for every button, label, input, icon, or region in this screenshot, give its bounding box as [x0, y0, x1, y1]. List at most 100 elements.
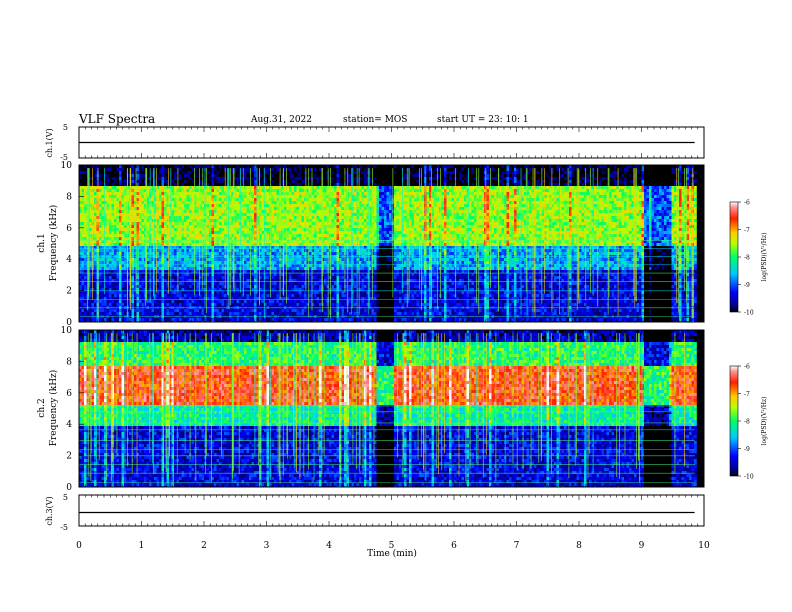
spectrogram-cell	[121, 228, 125, 232]
spectrogram-cell	[194, 291, 197, 295]
spectrogram-cell	[126, 243, 130, 247]
spectrogram-cell	[254, 201, 257, 205]
spectrogram-cell	[131, 204, 135, 208]
spectrogram-cell	[176, 297, 180, 301]
spectrogram-cell	[246, 210, 250, 214]
spectrogram-cell	[274, 276, 277, 280]
spectrogram-cell	[216, 291, 220, 295]
spectrogram-cell	[251, 207, 255, 211]
spectrogram-cell	[94, 201, 97, 205]
spectrogram-cell	[159, 171, 162, 175]
spectrogram-cell	[191, 204, 195, 208]
spectrogram-cell	[271, 243, 275, 247]
spectrogram-cell	[114, 183, 117, 187]
spectrogram-cell	[299, 303, 302, 307]
spectrogram-cell	[266, 267, 270, 271]
spectrogram-cell	[139, 183, 142, 187]
spectrogram-cell	[224, 294, 227, 298]
spectrogram-cell	[299, 222, 302, 226]
spectrogram-cell	[146, 279, 150, 283]
spectrogram-cell	[114, 171, 117, 175]
spectrogram-cell	[246, 288, 250, 292]
spectrogram-cell	[146, 186, 150, 190]
spectrogram-cell	[106, 297, 110, 301]
spectrogram-cell	[219, 318, 222, 322]
spectrogram-cell	[134, 243, 137, 247]
spectrogram-cell	[244, 282, 247, 286]
spectrogram-cell	[274, 201, 277, 205]
spectrogram-cell	[106, 207, 110, 211]
spectrogram-cell	[79, 189, 82, 193]
spectrogram-cell	[114, 291, 117, 295]
spectrogram-cell	[109, 276, 112, 280]
spectrogram-cell	[241, 303, 245, 307]
spectrogram-cell	[136, 252, 140, 256]
spectrogram-cell	[289, 318, 292, 322]
spectrogram-cell	[199, 309, 202, 313]
spectrogram-cell	[294, 318, 297, 322]
spectrogram-cell	[304, 189, 307, 193]
spectrogram-cell	[214, 288, 217, 292]
spectrogram-cell	[296, 261, 300, 265]
spectrogram-cell	[286, 246, 290, 250]
spectrogram-cell	[126, 249, 130, 253]
spectrogram-cell	[104, 285, 107, 289]
spectrogram-cell	[219, 201, 222, 205]
spectrogram-cell	[276, 264, 280, 268]
spectrogram-cell	[251, 291, 255, 295]
spectrogram-cell	[259, 243, 262, 247]
spectrogram-cell	[251, 276, 255, 280]
spectrogram-cell	[156, 294, 160, 298]
spectrogram-cell	[151, 234, 155, 238]
spectrogram-cell	[109, 288, 112, 292]
spectrogram-cell	[251, 246, 255, 250]
spectrogram-cell	[156, 186, 160, 190]
spectrogram-cell	[114, 309, 117, 313]
spectrogram-cell	[179, 177, 182, 181]
spectrogram-cell	[114, 240, 117, 244]
spectrogram-cell	[111, 303, 115, 307]
spectrogram-cell	[236, 273, 240, 277]
spectrogram-cell	[289, 186, 292, 190]
spectrogram-cell	[294, 198, 297, 202]
spectrogram-cell	[196, 273, 200, 277]
spectrogram-cell	[199, 183, 202, 187]
spectrogram-cell	[286, 288, 290, 292]
spectrogram-cell	[296, 243, 300, 247]
spectrogram-cell	[104, 261, 107, 265]
spectrogram-cell	[116, 192, 120, 196]
spectrogram-cell	[181, 288, 185, 292]
spectrogram-cell	[156, 309, 160, 313]
spectrogram-cell	[256, 213, 260, 217]
spectrogram-cell	[109, 195, 112, 199]
spectrogram-cell	[151, 297, 155, 301]
spectrogram-cell	[94, 231, 97, 235]
spectrogram-cell	[289, 168, 292, 172]
spectrogram-cell	[234, 237, 237, 241]
spectrogram-cell	[284, 195, 287, 199]
spectrogram-cell	[301, 291, 305, 295]
spectrogram-cell	[264, 168, 267, 172]
spectrogram-cell	[179, 213, 182, 217]
spectrogram-cell	[256, 288, 260, 292]
spectrogram-cell	[101, 270, 105, 274]
spectrogram-cell	[184, 207, 187, 211]
spectrogram-cell	[216, 171, 220, 175]
spectrogram-cell	[289, 201, 292, 205]
spectrogram-cell	[126, 282, 130, 286]
spectrogram-cell	[294, 285, 297, 289]
spectrogram-cell	[106, 300, 110, 304]
spectrogram-cell	[291, 189, 295, 193]
spectrogram-cell	[116, 213, 120, 217]
spectrogram-cell	[259, 192, 262, 196]
spectrogram-cell	[84, 198, 87, 202]
spectrogram-cell	[209, 252, 212, 256]
spectrogram-cell	[156, 195, 160, 199]
spectrogram-cell	[116, 279, 120, 283]
spectrogram-cell	[136, 297, 140, 301]
spectrogram-cell	[299, 285, 302, 289]
spectrogram-cell	[104, 267, 107, 271]
spectrogram-cell	[154, 297, 157, 301]
spectrogram-cell	[124, 231, 127, 235]
spectrogram-cell	[271, 192, 275, 196]
